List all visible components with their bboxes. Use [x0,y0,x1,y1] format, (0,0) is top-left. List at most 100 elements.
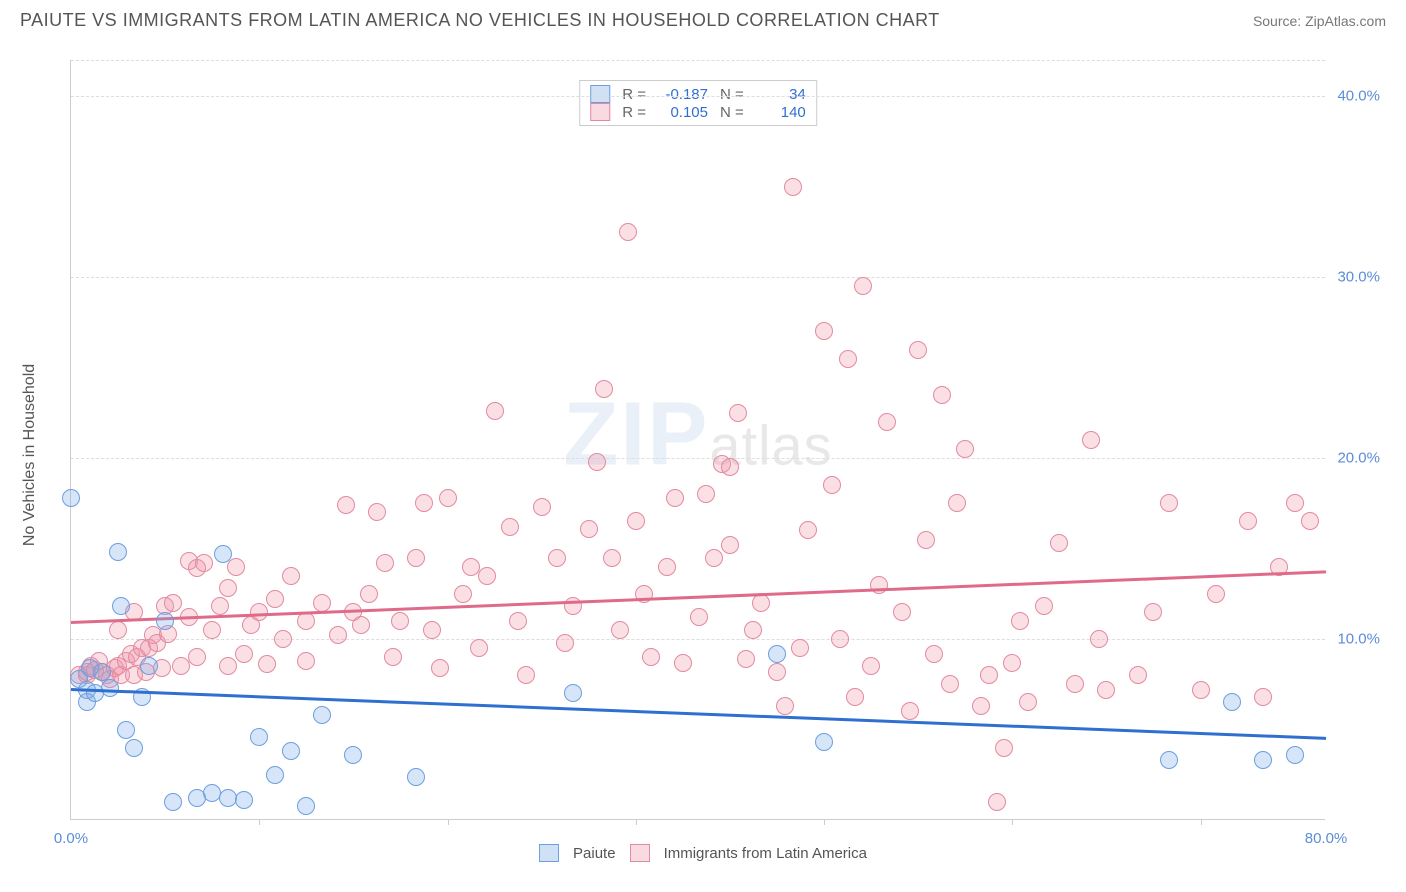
scatter-point-b [823,476,841,494]
scatter-point-b [933,386,951,404]
scatter-point-a [344,746,362,764]
scatter-point-a [156,612,174,630]
scatter-point-b [1254,688,1272,706]
scatter-point-a [1223,693,1241,711]
scatter-point-b [1160,494,1178,512]
scatter-point-b [697,485,715,503]
scatter-point-b [1019,693,1037,711]
scatter-point-b [595,380,613,398]
x-tick-mark [448,819,449,825]
legend-label-latin: Immigrants from Latin America [664,845,867,862]
scatter-point-a [1286,746,1304,764]
scatter-point-b [360,585,378,603]
scatter-point-b [1011,612,1029,630]
scatter-point-b [878,413,896,431]
scatter-point-b [250,603,268,621]
scatter-point-b [486,402,504,420]
scatter-point-b [776,697,794,715]
scatter-point-a [564,684,582,702]
scatter-point-b [164,594,182,612]
scatter-point-b [109,621,127,639]
scatter-point-b [368,503,386,521]
scatter-point-a [62,489,80,507]
scatter-point-b [203,621,221,639]
scatter-point-b [658,558,676,576]
scatter-point-b [603,549,621,567]
legend-swatch-latin-icon [630,844,650,862]
scatter-point-b [972,697,990,715]
scatter-point-b [501,518,519,536]
scatter-point-b [831,630,849,648]
scatter-point-b [729,404,747,422]
scatter-point-a [109,543,127,561]
scatter-point-b [258,655,276,673]
scatter-point-b [195,554,213,572]
scatter-point-b [1144,603,1162,621]
scatter-point-b [478,567,496,585]
scatter-point-b [948,494,966,512]
scatter-point-b [627,512,645,530]
scatter-point-a [282,742,300,760]
scatter-point-b [470,639,488,657]
scatter-point-a [768,645,786,663]
scatter-point-b [893,603,911,621]
scatter-point-b [274,630,292,648]
scatter-point-b [391,612,409,630]
scatter-point-b [784,178,802,196]
scatter-point-b [666,489,684,507]
scatter-point-a [235,791,253,809]
y-tick-label: 20.0% [1337,450,1380,467]
gridline-h [71,277,1325,278]
scatter-point-b [642,648,660,666]
scatter-point-b [423,621,441,639]
stats-row-latin: R =0.105 N =140 [590,103,806,121]
scatter-point-b [1286,494,1304,512]
scatter-point-a [164,793,182,811]
correlation-stats-box: R =-0.187 N =34 R =0.105 N =140 [579,80,817,126]
scatter-point-b [337,496,355,514]
scatter-point-b [517,666,535,684]
scatter-point-a [112,597,130,615]
scatter-point-b [1239,512,1257,530]
scatter-point-b [854,277,872,295]
scatter-point-b [1207,585,1225,603]
scatter-point-b [768,663,786,681]
scatter-point-b [313,594,331,612]
scatter-point-a [407,768,425,786]
scatter-point-b [580,520,598,538]
scatter-point-b [329,626,347,644]
swatch-latin-icon [590,103,610,121]
scatter-point-b [705,549,723,567]
scatter-point-b [941,675,959,693]
y-tick-label: 10.0% [1337,631,1380,648]
scatter-point-b [988,793,1006,811]
scatter-point-b [925,645,943,663]
scatter-point-b [266,590,284,608]
scatter-point-a [250,728,268,746]
x-tick-label: 80.0% [1305,830,1348,847]
scatter-point-b [297,652,315,670]
scatter-point-a [125,739,143,757]
scatter-point-b [211,597,229,615]
gridline-h [71,96,1325,97]
scatter-point-b [415,494,433,512]
scatter-point-b [376,554,394,572]
scatter-point-b [533,498,551,516]
swatch-paiute-icon [590,85,610,103]
scatter-point-b [862,657,880,675]
scatter-point-b [439,489,457,507]
scatter-point-b [219,657,237,675]
scatter-point-b [556,634,574,652]
scatter-point-a [214,545,232,563]
scatter-point-b [909,341,927,359]
x-tick-mark [259,819,260,825]
scatter-point-b [674,654,692,672]
scatter-point-b [737,650,755,668]
scatter-point-b [690,608,708,626]
chart-title: PAIUTE VS IMMIGRANTS FROM LATIN AMERICA … [20,10,940,31]
scatter-point-b [1050,534,1068,552]
scatter-point-a [313,706,331,724]
scatter-point-b [1090,630,1108,648]
scatter-point-b [619,223,637,241]
scatter-point-b [1035,597,1053,615]
